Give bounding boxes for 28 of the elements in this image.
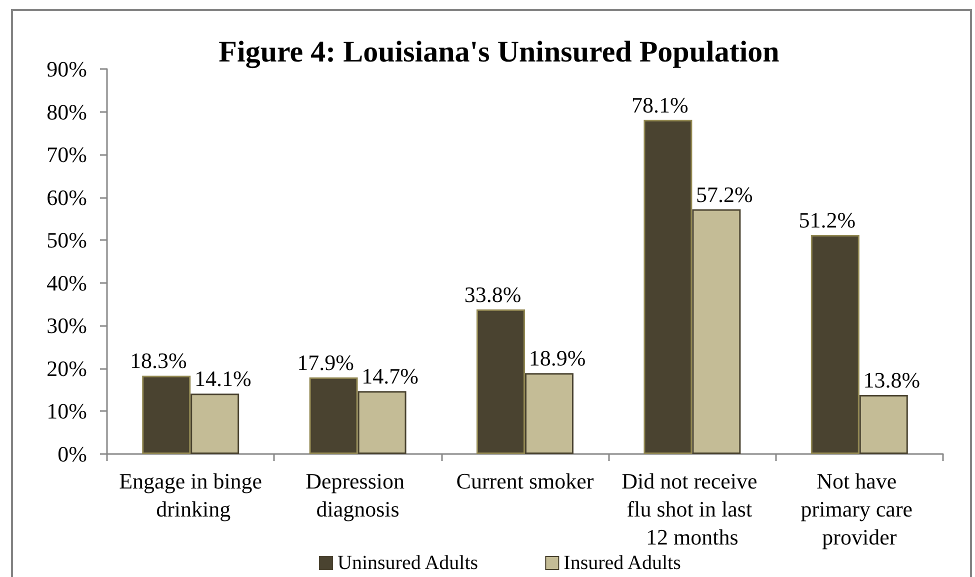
data-label: 14.7% bbox=[362, 364, 418, 389]
x-tick-label: Not have primary care provider bbox=[800, 468, 918, 550]
x-tick-label: Did not receive flu shot in last 12 months bbox=[622, 468, 763, 550]
y-tick-label: 40% bbox=[46, 270, 87, 296]
legend-label: Insured Adults bbox=[564, 552, 682, 574]
y-tick-label: 70% bbox=[46, 142, 87, 168]
data-label: 17.9% bbox=[297, 350, 354, 375]
y-tick-label: 80% bbox=[46, 99, 87, 124]
x-tick-label: Depression diagnosis bbox=[306, 468, 410, 522]
data-label: 18.9% bbox=[528, 346, 586, 371]
chart-title: Figure 4: Louisiana's Uninsured Population bbox=[218, 36, 780, 68]
y-tick-label: 0% bbox=[58, 442, 87, 466]
y-tick-label: 10% bbox=[46, 398, 87, 424]
data-label: 14.1% bbox=[194, 366, 252, 392]
data-label: 13.8% bbox=[863, 367, 920, 392]
data-label: 57.2% bbox=[696, 182, 753, 207]
data-label: 33.8% bbox=[464, 282, 522, 307]
y-tick-label: 60% bbox=[46, 184, 87, 210]
x-tick-label: Current smoker bbox=[456, 468, 594, 494]
y-tick-label: 50% bbox=[46, 228, 87, 253]
y-tick-label: 30% bbox=[46, 313, 87, 338]
y-tick-label: 20% bbox=[46, 356, 87, 381]
x-tick-label: Engage in binge drinking bbox=[119, 468, 262, 522]
data-label: 78.1% bbox=[632, 92, 688, 118]
data-label: 51.2% bbox=[798, 207, 856, 232]
y-tick-label: 90% bbox=[46, 56, 87, 82]
legend-label: Uninsured Adults bbox=[338, 552, 478, 574]
data-label: 18.3% bbox=[130, 348, 187, 374]
